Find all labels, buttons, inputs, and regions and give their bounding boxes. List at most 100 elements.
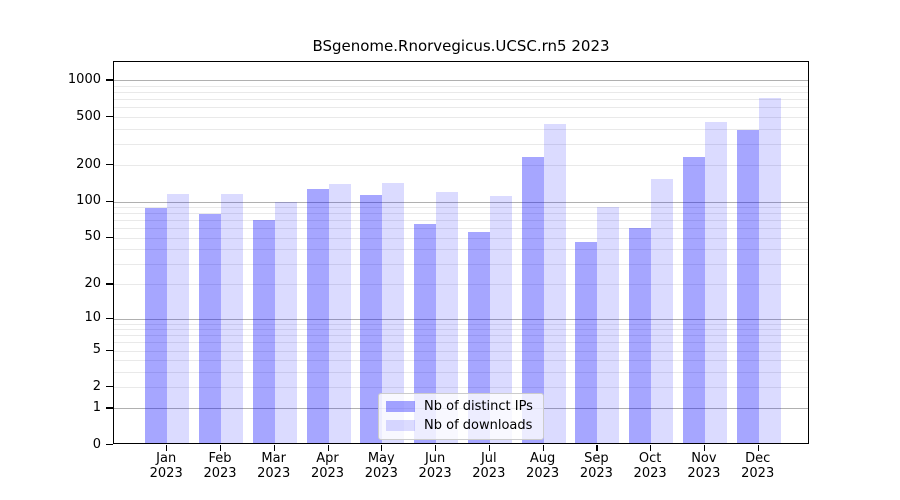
y-tick-label-5: 5 [92,342,101,357]
bar-downloads-jul [489,195,512,443]
gridline-80 [114,213,808,215]
x-label-year: 2023 [418,466,452,481]
gridline-7 [114,335,808,337]
x-tick-may [381,445,383,451]
x-tick-label-may: May 2023 [349,451,413,481]
bar-ips-feb [199,213,221,443]
y-tick-label-500: 500 [76,108,101,124]
x-label-month: Nov [691,451,717,466]
y-tick-label-20: 20 [84,275,101,291]
gridline-200 [114,165,808,167]
x-label-year: 2023 [364,466,398,481]
x-tick-label-apr: Apr 2023 [296,451,360,481]
bar-downloads-nov [704,121,727,443]
y-tick-200 [106,164,113,166]
bar-ips-may [360,195,383,443]
gridline-1000 [114,80,808,82]
bar-downloads-jan [167,193,190,443]
x-label-month: Oct [638,451,662,466]
gridline-300 [114,143,808,145]
gridline-700 [114,99,808,101]
x-label-month: Feb [208,451,232,466]
y-tick-1000 [106,79,113,81]
y-tick-label-2: 2 [92,378,101,394]
gridline-40 [114,249,808,250]
bar-downloads-sep [597,206,620,443]
legend-label-distinct-ips: Nb of distinct IPs [424,399,533,414]
y-tick-2 [106,386,113,388]
gridline-50 [114,237,808,239]
x-tick-label-nov: Nov 2023 [672,451,736,481]
x-label-month: Jun [424,451,446,466]
x-label-year: 2023 [687,466,721,481]
x-tick-sep [596,445,598,451]
x-tick-jan [166,445,168,451]
x-tick-feb [220,445,222,451]
x-tick-label-jun: Jun 2023 [403,451,467,481]
x-tick-nov [703,445,706,451]
y-tick-0 [106,444,113,446]
x-label-month: May [367,451,395,466]
bar-downloads-oct [651,178,674,443]
gridline-3 [114,371,808,373]
bar-downloads-apr [328,183,351,443]
x-tick-label-dec: Dec 2023 [726,451,790,481]
gridline-8 [114,329,808,331]
bar-downloads-feb [221,194,243,443]
gridline-500 [114,117,808,118]
bar-ips-aug [521,157,544,443]
y-tick-50 [106,236,113,238]
y-tick-label-50: 50 [84,229,101,244]
y-tick-label-1: 1 [92,399,101,415]
gridline-60 [114,228,808,230]
gridline-30 [114,263,808,265]
x-label-year: 2023 [526,466,560,481]
plot-area: Nb of distinct IPs Nb of downloads [113,61,809,444]
y-tick-500 [106,116,113,118]
y-tick-20 [106,283,113,285]
bar-downloads-may [382,183,405,443]
bar-downloads-jun [436,191,459,443]
gridline-70 [114,220,808,222]
x-label-year: 2023 [579,466,613,481]
bar-ips-jan [145,208,168,443]
gridline-100 [114,201,808,203]
x-label-year: 2023 [472,466,506,481]
x-label-year: 2023 [310,466,345,481]
chart-title: BSgenome.Rnorvegicus.UCSC.rn5 2023 [312,37,610,55]
x-tick-apr [327,445,329,451]
x-tick-dec [757,445,759,451]
x-tick-label-oct: Oct 2023 [618,451,682,481]
x-label-year: 2023 [203,466,237,481]
y-tick-label-10: 10 [84,310,101,325]
x-label-year: 2023 [741,466,775,481]
x-label-year: 2023 [149,466,183,481]
legend-swatch-downloads [386,420,415,431]
legend: Nb of distinct IPs Nb of downloads [378,393,544,440]
gridline-900 [114,86,808,87]
x-label-year: 2023 [633,466,667,481]
legend-swatch-distinct-ips [386,401,415,412]
y-tick-label-1000: 1000 [67,71,101,87]
legend-entry-downloads: Nb of downloads [386,418,533,433]
bar-ips-jun [414,224,437,443]
x-tick-label-jan: Jan 2023 [134,451,198,481]
bar-ips-jul [467,231,490,443]
gridline-6 [114,342,808,344]
gridline-20 [114,284,808,286]
x-label-month: Dec [745,451,771,466]
bar-downloads-dec [758,98,781,443]
y-tick-label-100: 100 [76,193,101,208]
legend-label-downloads: Nb of downloads [424,418,533,433]
x-label-month: Aug [529,451,556,466]
y-tick-label-200: 200 [76,156,101,172]
x-tick-aug [542,445,544,451]
gridline-800 [114,92,808,94]
y-tick-1 [106,407,113,409]
bar-ips-nov [682,157,705,443]
x-tick-label-mar: Mar 2023 [242,451,306,481]
legend-entry-distinct-ips: Nb of distinct IPs [386,399,533,414]
bar-ips-mar [252,219,275,443]
x-tick-label-jul: Jul 2023 [457,451,521,481]
